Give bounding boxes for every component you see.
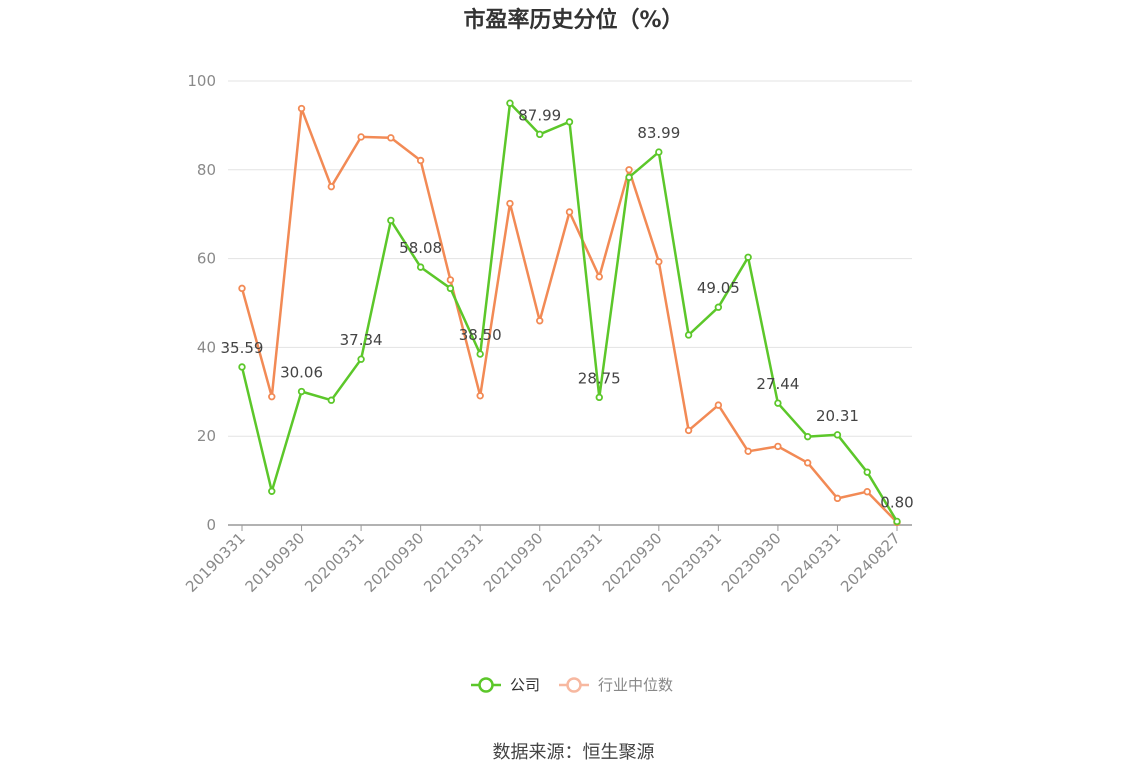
- data-label: 28.75: [578, 369, 621, 387]
- data-point: [268, 392, 276, 401]
- data-label: 37.34: [340, 331, 383, 349]
- data-point: [684, 426, 693, 435]
- x-axis-ticks: 2019033120190930202003312020093020210331…: [182, 525, 904, 596]
- data-point: [446, 284, 455, 293]
- x-tick-label: 20220331: [539, 529, 606, 596]
- x-tick-label: 20200930: [361, 529, 428, 596]
- data-point: [268, 487, 276, 495]
- data-point: [833, 431, 842, 439]
- data-point: [803, 432, 812, 441]
- data-point: [595, 393, 603, 402]
- data-label: 20.31: [816, 407, 859, 425]
- data-point: [416, 156, 425, 165]
- data-point: [357, 355, 365, 363]
- data-point: [684, 331, 693, 339]
- x-tick-label: 20200331: [301, 529, 368, 596]
- series-lines: [238, 99, 901, 527]
- data-point: [714, 401, 723, 409]
- data-point: [387, 216, 395, 225]
- x-tick-label: 20230331: [658, 529, 725, 596]
- data-point: [714, 303, 723, 311]
- y-tick-label: 60: [197, 250, 216, 268]
- data-point: [774, 399, 782, 407]
- data-point: [655, 148, 663, 156]
- data-point: [297, 104, 306, 113]
- legend-label-industry: 行业中位数: [598, 676, 673, 694]
- data-point: [536, 317, 544, 325]
- legend-marker-company: [478, 677, 494, 693]
- data-point: [476, 392, 484, 400]
- data-point: [536, 130, 544, 139]
- legend[interactable]: 公司 行业中位数: [471, 676, 673, 694]
- data-label: 30.06: [280, 364, 323, 382]
- x-tick-label: 20210930: [480, 529, 547, 596]
- data-point: [893, 517, 901, 526]
- data-point: [357, 133, 365, 141]
- x-tick-label: 20190930: [242, 529, 309, 596]
- data-point: [446, 276, 455, 284]
- data-point: [625, 173, 633, 182]
- y-axis-ticks: 0 20 40 60 80 100: [187, 72, 216, 534]
- data-point: [863, 488, 871, 496]
- data-labels: 35.59 30.06 37.34 58.08 38.50 87.99 28.75 83.99…: [221, 106, 914, 511]
- data-point: [565, 118, 574, 126]
- x-tick-label: 20240331: [778, 529, 845, 596]
- data-label: 83.99: [637, 124, 680, 142]
- x-tick-label: 20240827: [837, 529, 904, 596]
- data-point: [625, 166, 633, 174]
- y-tick-label: 20: [197, 427, 216, 445]
- data-point: [476, 350, 484, 358]
- x-tick-label: 20190331: [182, 529, 249, 596]
- data-point: [655, 258, 663, 266]
- x-tick-label: 20210331: [420, 529, 487, 596]
- y-tick-label: 40: [197, 338, 216, 356]
- data-point: [803, 459, 812, 467]
- data-source-note: 数据来源：恒生聚源: [492, 742, 655, 763]
- data-point: [744, 253, 752, 261]
- y-tick-label: 100: [187, 72, 216, 90]
- data-point: [565, 208, 574, 216]
- legend-label-company: 公司: [510, 676, 540, 694]
- data-label: 27.44: [756, 375, 799, 393]
- data-point: [327, 182, 336, 191]
- data-point: [506, 199, 514, 208]
- y-tick-label: 80: [197, 161, 216, 179]
- data-point: [238, 284, 246, 293]
- data-point: [744, 447, 752, 455]
- data-point: [595, 273, 603, 281]
- chart-title: 市盈率历史分位（%）: [463, 8, 684, 33]
- series-line-industry: [240, 107, 898, 524]
- data-point: [833, 494, 842, 503]
- data-label: 87.99: [518, 106, 561, 124]
- data-label: 38.50: [459, 326, 502, 344]
- x-tick-label: 20230930: [718, 529, 785, 596]
- y-tick-label: 0: [206, 516, 216, 534]
- data-point: [297, 387, 306, 396]
- data-label: 0.80: [880, 493, 913, 511]
- data-point: [327, 396, 336, 404]
- data-label: 58.08: [399, 239, 442, 257]
- data-label: 35.59: [221, 339, 264, 357]
- legend-marker-industry: [566, 677, 582, 693]
- data-point: [387, 134, 395, 142]
- data-label: 49.05: [697, 279, 740, 297]
- data-point: [238, 363, 246, 371]
- data-point: [774, 442, 782, 451]
- data-point: [416, 263, 425, 271]
- data-point: [863, 468, 871, 476]
- x-tick-label: 20220930: [599, 529, 666, 596]
- data-point: [506, 99, 514, 107]
